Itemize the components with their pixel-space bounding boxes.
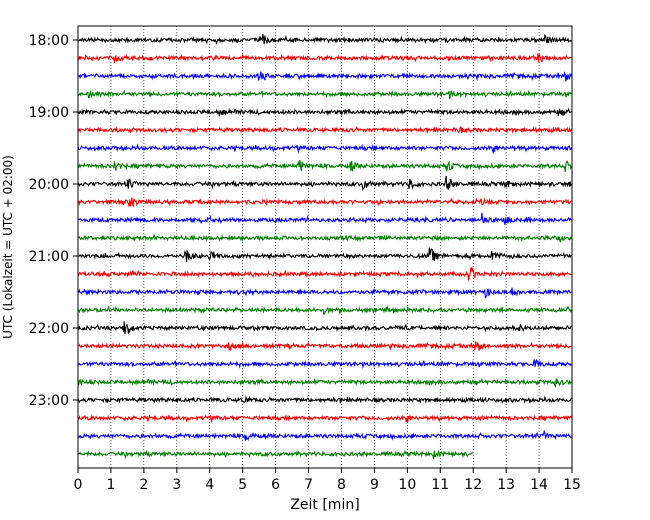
seismic-trace	[77, 413, 572, 424]
traces	[77, 33, 573, 460]
seismic-trace	[77, 247, 572, 263]
x-tick-label: 9	[370, 477, 379, 493]
x-tick-label: 7	[304, 477, 313, 493]
x-tick-label: 2	[139, 477, 148, 493]
seismic-trace	[77, 107, 572, 117]
x-tick-label: 11	[431, 477, 449, 493]
y-tick-label: 19:00	[29, 105, 69, 121]
y-axis-title: UTC (Lokalzeit = UTC + 02:00)	[1, 155, 15, 339]
plot-frame	[77, 25, 573, 469]
y-tick-label: 21:00	[29, 249, 69, 265]
x-tick-label: 0	[74, 477, 83, 493]
x-tick-label: 5	[238, 477, 247, 493]
seismic-trace	[77, 175, 572, 192]
y-axis: 18:00 19:00 20:00 21:00 22:00 23:00	[29, 33, 78, 409]
x-tick-label: 1	[106, 477, 115, 493]
seismic-trace	[77, 341, 572, 351]
seismic-trace	[77, 212, 572, 225]
x-tick-label: 4	[205, 477, 214, 493]
grid-lines	[110, 26, 540, 468]
x-tick-label: 13	[497, 477, 515, 493]
seismic-trace	[77, 71, 573, 82]
x-tick-label: 6	[271, 477, 280, 493]
x-axis-title: Zeit [min]	[290, 497, 359, 513]
seismic-trace	[77, 33, 572, 45]
seismic-trace	[77, 126, 572, 134]
y-tick-label: 22:00	[29, 321, 69, 337]
x-tick-label: 8	[337, 477, 346, 493]
seismic-trace	[77, 266, 572, 281]
seismic-trace	[77, 287, 572, 299]
x-axis: 0 1 2 3 4 5 6 7 8 9 10 11 12 13 14 15	[74, 468, 581, 493]
seismic-trace	[77, 53, 572, 63]
y-tick-label: 20:00	[29, 177, 69, 193]
x-tick-label: 12	[464, 477, 482, 493]
x-tick-label: 15	[563, 477, 581, 493]
x-tick-label: 10	[398, 477, 416, 493]
seismic-trace	[77, 321, 572, 334]
seismic-trace	[77, 449, 474, 460]
seismic-trace	[77, 234, 573, 243]
seismic-trace	[77, 429, 572, 441]
seismic-trace	[77, 197, 572, 208]
x-tick-label: 14	[530, 477, 548, 493]
seismic-trace	[77, 358, 572, 369]
seismic-trace	[77, 89, 572, 100]
seismic-trace	[77, 377, 572, 389]
x-tick-label: 3	[172, 477, 181, 493]
y-tick-label: 23:00	[29, 393, 69, 409]
seismic-trace	[77, 160, 573, 173]
seismic-trace	[77, 304, 573, 315]
seismic-trace	[77, 143, 573, 155]
y-tick-label: 18:00	[29, 33, 69, 49]
seismic-trace	[77, 395, 572, 405]
